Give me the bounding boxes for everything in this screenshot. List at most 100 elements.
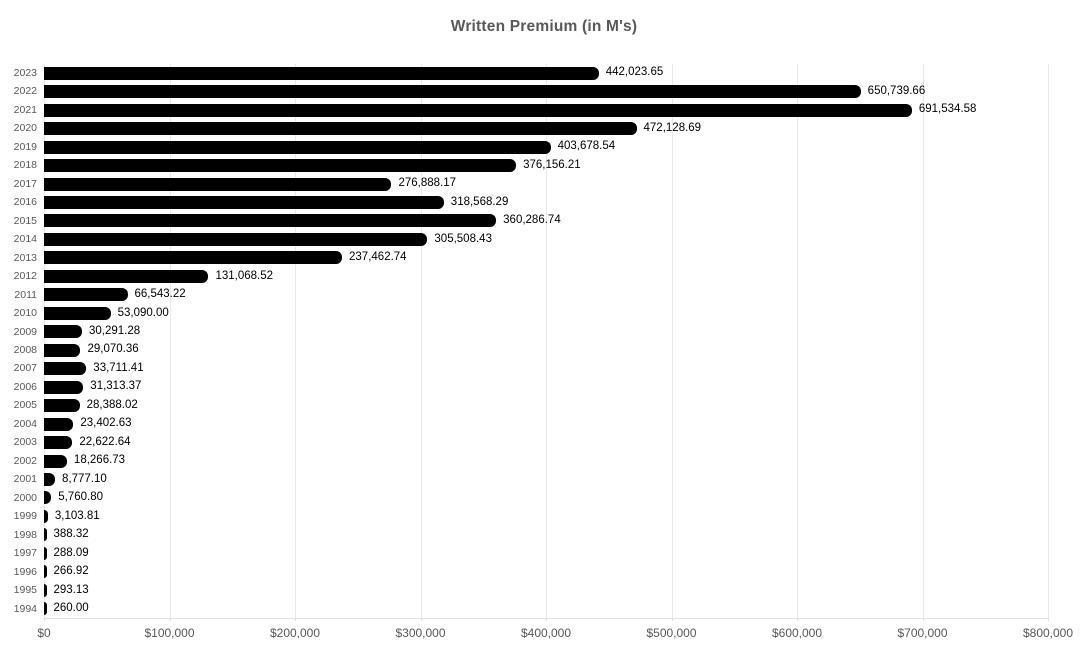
- bar-value-label: 442,023.65: [605, 66, 664, 79]
- bar-value-label: 650,739.66: [867, 84, 926, 97]
- x-axis-tick-label: $0: [37, 626, 51, 640]
- bar-row: 2004 23,402.63: [14, 415, 1048, 433]
- bar: [44, 159, 517, 173]
- bar: [44, 491, 52, 505]
- plot-area: $0 $100,000 $200,000 $300,000 $400,000 $500,0…: [14, 64, 1073, 639]
- y-axis-category-label: 2003: [13, 436, 37, 449]
- bar: [44, 140, 551, 154]
- bar: [44, 306, 111, 320]
- bar: [44, 454, 67, 468]
- bar-value-label: 131,068.52: [215, 269, 274, 282]
- bar: [44, 380, 84, 394]
- bar-value-label: 360,286.74: [503, 214, 561, 227]
- bar: [44, 269, 209, 283]
- bar-value-label: 318,568.29: [450, 195, 509, 208]
- bar: [44, 232, 428, 246]
- axis-tick: [1048, 618, 1049, 621]
- y-axis-category-label: 2002: [13, 454, 37, 467]
- bar: [44, 288, 128, 302]
- bar-value-label: 30,291.28: [89, 325, 141, 337]
- bar-value-label: 28,388.02: [86, 398, 138, 411]
- y-axis-category-label: 2004: [13, 417, 37, 430]
- gridline: [922, 64, 924, 618]
- y-axis-category-label: 2000: [13, 491, 37, 504]
- y-axis-category-label: 2017: [13, 177, 37, 190]
- bar-row: 2014 305,508.43: [14, 230, 1048, 248]
- bar: [44, 251, 343, 265]
- bar: [44, 195, 444, 209]
- y-axis-category-label: 2005: [13, 399, 37, 412]
- bar-row: 2015 360,286.74: [14, 212, 1048, 230]
- bar-value-label: 31,313.37: [90, 380, 142, 393]
- x-axis-tick-label: $100,000: [144, 626, 195, 640]
- bar-row: 2019 403,678.54: [14, 138, 1048, 156]
- bar-value-label: 29,070.36: [87, 343, 139, 356]
- bar-row: 1997 288.09: [14, 544, 1048, 562]
- axis-tick: [546, 618, 547, 621]
- y-axis-category-label: 2011: [14, 288, 37, 301]
- y-axis-category-label: 1999: [13, 510, 37, 523]
- bar-row: 2003 22,622.64: [14, 433, 1048, 451]
- gridline: [420, 64, 422, 618]
- bar-row: 2018 376,156.21: [14, 156, 1048, 174]
- bar-row: 1998 388.32: [14, 526, 1048, 544]
- chart-title: Written Premium (in M's): [450, 18, 638, 35]
- bar-row: 1995 293.13: [14, 581, 1048, 599]
- bar: [44, 66, 599, 80]
- y-axis-category-label: 2015: [13, 214, 37, 227]
- bar-value-label: 305,508.43: [434, 232, 492, 245]
- axis-tick: [295, 618, 296, 621]
- bar: [44, 122, 637, 136]
- gridline: [169, 64, 171, 618]
- bar-row: 2013 237,462.74: [14, 249, 1048, 267]
- bar-value-label: 237,462.74: [349, 251, 407, 264]
- x-axis-tick-label: $400,000: [520, 626, 572, 640]
- gridline: [44, 64, 45, 618]
- x-axis-tick-label: $800,000: [1022, 626, 1074, 640]
- y-axis-category-label: 2018: [13, 159, 37, 172]
- y-axis-category-label: 2016: [13, 196, 37, 209]
- bar-row: 2012 131,068.52: [14, 267, 1048, 285]
- y-axis-category-label: 2020: [13, 122, 37, 135]
- gridline: [295, 64, 296, 618]
- bar-value-label: 53,090.00: [117, 306, 169, 319]
- bar: [44, 509, 48, 523]
- bar-row: 2017 276,888.17: [14, 175, 1048, 193]
- x-axis-tick-label: $700,000: [897, 626, 948, 640]
- bar-value-label: 66,543.22: [134, 288, 186, 301]
- bar-row: 2010 53,090.00: [14, 304, 1048, 322]
- bar: [44, 177, 392, 191]
- gridline: [1048, 64, 1049, 618]
- bar: [44, 546, 47, 560]
- axis-tick: [169, 618, 171, 621]
- bar-row: 2000 5,760.80: [14, 489, 1048, 507]
- y-axis-category-label: 1997: [13, 547, 37, 560]
- gridline: [546, 64, 547, 618]
- x-axis-tick-label: $300,000: [395, 626, 446, 640]
- x-axis-tick-label: $600,000: [771, 626, 823, 640]
- bar-row: 2002 18,266.73: [14, 452, 1048, 470]
- y-axis-category-label: 2010: [13, 307, 37, 320]
- y-axis-category-label: 2014: [13, 233, 37, 246]
- bar: [44, 472, 55, 486]
- gridline: [671, 64, 673, 618]
- bar: [44, 399, 80, 413]
- bar-row: 2020 472,128.69: [14, 119, 1048, 137]
- bar-row: 2021 691,534.58: [14, 101, 1048, 119]
- y-axis-category-label: 2008: [13, 343, 37, 356]
- y-axis-category-label: 1996: [13, 565, 37, 578]
- y-axis-category-label: 2007: [13, 362, 37, 375]
- bar-value-label: 472,128.69: [643, 121, 702, 134]
- bar-value-label: 403,678.54: [557, 140, 616, 153]
- bar: [44, 417, 74, 431]
- bar: [44, 214, 497, 228]
- y-axis-category-label: 2012: [13, 270, 37, 283]
- bar-value-label: 276,888.17: [398, 177, 457, 190]
- bar-value-label: 260.00: [53, 602, 89, 614]
- bar-row: 2011 66,543.22: [14, 286, 1048, 304]
- bar-value-label: 266.92: [53, 565, 89, 578]
- bar-value-label: 23,402.63: [80, 417, 132, 430]
- bar: [44, 436, 73, 450]
- bar-row: 2007 33,711.41: [14, 359, 1048, 377]
- bar-row: 2005 28,388.02: [14, 396, 1048, 414]
